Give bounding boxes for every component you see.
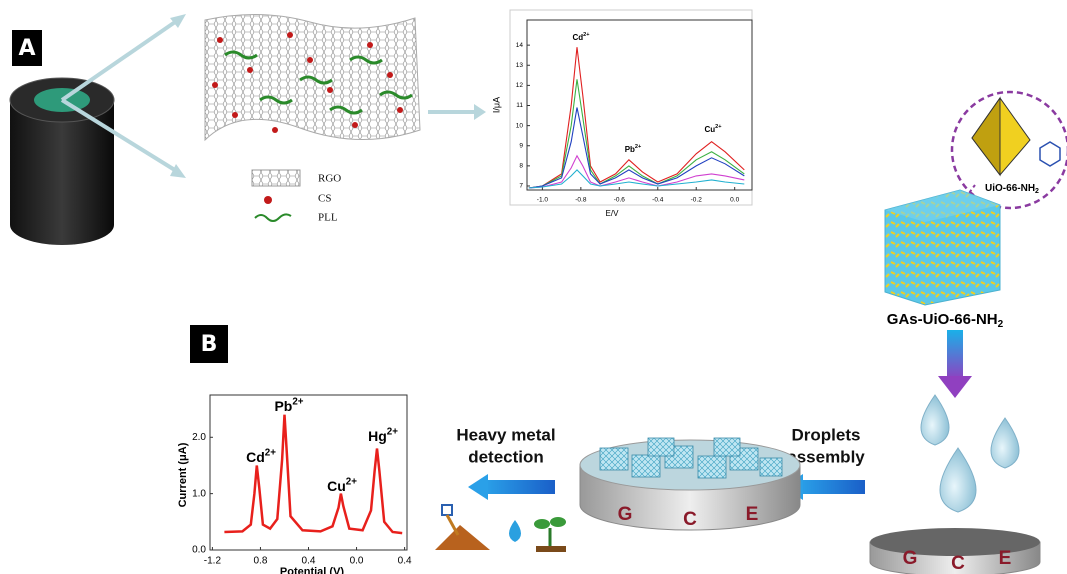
y-axis-label: I/μA (491, 97, 501, 113)
peak-charge: 2+ (635, 144, 642, 150)
sheet-legend: RGO CS PLL (252, 170, 341, 224)
legend-text: CS (318, 193, 331, 205)
composite-label: GAs-UiO-66-NH2 (887, 311, 1004, 330)
electrode-letter: E (746, 504, 759, 525)
electrode-cylinder (10, 78, 114, 245)
y-tick-label: 1.0 (192, 488, 206, 499)
droplets (921, 395, 1019, 512)
composite-cube (885, 190, 1000, 305)
peak-ion: Cd (572, 33, 583, 42)
x-tick-label: 0.4 (398, 556, 412, 567)
y-tick-label: 7 (519, 183, 523, 190)
y-tick-label: 2.0 (192, 432, 206, 443)
x-tick-label: -0.4 (652, 197, 664, 204)
electrode-letter: G (618, 504, 633, 525)
panel-label: B (201, 332, 218, 357)
panel-label: A (18, 36, 35, 61)
x-axis-label: E/V (606, 209, 620, 218)
peak-ion: Cu (704, 125, 715, 134)
x-tick-label: -0.8 (575, 197, 587, 204)
y-tick-label: 0.0 (192, 545, 206, 556)
x-axis-label: Potential (V) (280, 566, 345, 574)
electrode-letter: C (683, 509, 697, 530)
y-tick-label: 9 (519, 142, 523, 149)
peak-label: Cu2+ (327, 476, 357, 494)
peak-label: Pb2+ (274, 396, 303, 414)
peak-charge: 2+ (387, 426, 398, 437)
x-tick-label: 0.0 (730, 197, 739, 204)
x-tick-label: -0.6 (614, 197, 626, 204)
electrode-letter: C (951, 553, 965, 574)
step-text: Heavy metal (456, 425, 555, 444)
y-tick-label: 13 (516, 62, 524, 69)
peak-charge: 2+ (583, 32, 590, 38)
y-tick-label: 8 (519, 163, 523, 170)
graphene-sheet (205, 14, 420, 140)
stripping-chart-a: I/μA E/V 7 8 9 10 11 12 13 14 -1.0 -0.8 -0.6 -0.4 -0… (491, 10, 752, 218)
y-axis-label: Current (μA) (177, 442, 189, 507)
x-tick-label: -0.2 (691, 197, 703, 204)
peak-label: Hg2+ (368, 426, 398, 444)
peak-charge: 2+ (346, 476, 357, 487)
peak-ion: Cd (246, 449, 265, 465)
panel-a-label: A (12, 30, 42, 66)
step-text: detection (468, 447, 544, 466)
peak-ion: Cu (327, 478, 346, 494)
electrode-letter: G (903, 548, 918, 569)
x-tick-label: -1.0 (537, 197, 549, 204)
text: GAs-UiO-66-NH (887, 311, 998, 328)
x-tick-label: 0.8 (253, 556, 267, 567)
x-tick-label: 0.0 (350, 556, 364, 567)
subscript: 2 (1035, 188, 1039, 195)
peak-charge: 2+ (265, 447, 276, 458)
flow-arrow (428, 104, 486, 120)
x-tick-label: 0.4 (302, 556, 316, 567)
legend-text: PLL (318, 212, 338, 224)
y-tick-label: 14 (516, 42, 524, 49)
y-tick-label: 11 (516, 102, 523, 109)
legend-text: RGO (318, 173, 341, 185)
text: UiO-66-NH (985, 183, 1035, 194)
peak-charge: 2+ (715, 124, 722, 130)
stripping-chart-b: Current (μA) Potential (V) 0.0 1.0 2.0 -1.2… (177, 395, 412, 574)
panel-b-label: B (190, 325, 228, 363)
peak-ion: Pb (274, 398, 292, 414)
peak-ion: Pb (625, 145, 635, 154)
peak-charge: 2+ (292, 396, 303, 407)
x-tick-label: -1.2 (204, 556, 222, 567)
peak-label: Cd2+ (246, 447, 276, 465)
y-tick-label: 12 (516, 82, 524, 89)
mof-label: UiO-66-NH2 (985, 183, 1039, 195)
electrode-letter: E (999, 548, 1012, 569)
figure: A RGO CS PLL (0, 0, 1067, 574)
subscript: 2 (998, 319, 1004, 330)
y-tick-label: 10 (516, 122, 524, 129)
mof-inset: UiO-66-NH2 (952, 92, 1067, 208)
sample-icons (435, 505, 566, 552)
step-text: Droplets (792, 425, 861, 444)
peak-ion: Hg (368, 428, 387, 444)
